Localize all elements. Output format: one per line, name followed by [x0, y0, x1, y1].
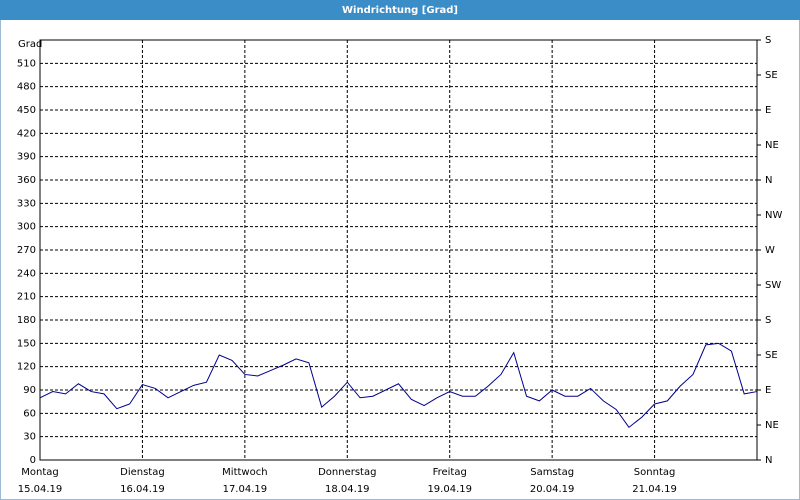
y-tick-label: 480	[17, 82, 36, 93]
x-tick-date: 21.04.19	[632, 484, 677, 495]
y-tick-label: 30	[23, 432, 36, 443]
x-tick-label: Dienstag	[120, 467, 165, 478]
y-tick-label: 180	[17, 315, 36, 326]
y2-tick-label: NE	[765, 420, 779, 431]
y2-tick-label: N	[765, 455, 772, 466]
y-tick-label: 0	[30, 455, 36, 466]
y-tick-label: 300	[17, 222, 36, 233]
y-tick-label: 330	[17, 198, 36, 209]
y-tick-label: 420	[17, 128, 36, 139]
y2-tick-label: SE	[765, 350, 778, 361]
y-tick-label: 90	[23, 385, 36, 396]
x-tick-label: Mittwoch	[222, 467, 267, 478]
x-tick-date: 16.04.19	[120, 484, 165, 495]
y2-tick-label: NW	[765, 210, 782, 221]
y2-tick-label: NE	[765, 140, 779, 151]
x-tick-label: Montag	[21, 467, 58, 478]
y-tick-label: 510	[17, 58, 36, 69]
y2-tick-label: S	[765, 35, 771, 46]
y2-tick-label: W	[765, 245, 775, 256]
y-tick-label: 150	[17, 338, 36, 349]
x-tick-date: 17.04.19	[223, 484, 268, 495]
y2-tick-label: SE	[765, 70, 778, 81]
y-tick-label: 60	[23, 408, 36, 419]
x-tick-date: 20.04.19	[530, 484, 575, 495]
y2-tick-label: E	[765, 385, 771, 396]
y-axis-label: Grad	[18, 39, 42, 50]
y-tick-label: 120	[17, 362, 36, 373]
y-tick-label: 240	[17, 268, 36, 279]
y-tick-label: 210	[17, 292, 36, 303]
y-tick-label: 270	[17, 245, 36, 256]
x-tick-label: Freitag	[433, 467, 467, 478]
plot-frame	[39, 39, 758, 461]
y2-tick-label: N	[765, 175, 772, 186]
y2-tick-label: S	[765, 315, 771, 326]
x-tick-date: 19.04.19	[427, 484, 472, 495]
x-tick-label: Donnerstag	[318, 467, 376, 478]
x-tick-label: Sonntag	[634, 467, 676, 478]
title-bar	[0, 0, 800, 20]
y2-tick-label: E	[765, 105, 771, 116]
chart-title: Windrichtung [Grad]	[342, 5, 458, 16]
x-tick-date: 15.04.19	[18, 484, 63, 495]
x-tick-label: Samstag	[530, 467, 574, 478]
y-tick-label: 390	[17, 152, 36, 163]
y2-tick-label: SW	[765, 280, 781, 291]
x-tick-date: 18.04.19	[325, 484, 370, 495]
data-line	[39, 342, 758, 429]
y-tick-label: 450	[17, 105, 36, 116]
y-tick-label: 360	[17, 175, 36, 186]
